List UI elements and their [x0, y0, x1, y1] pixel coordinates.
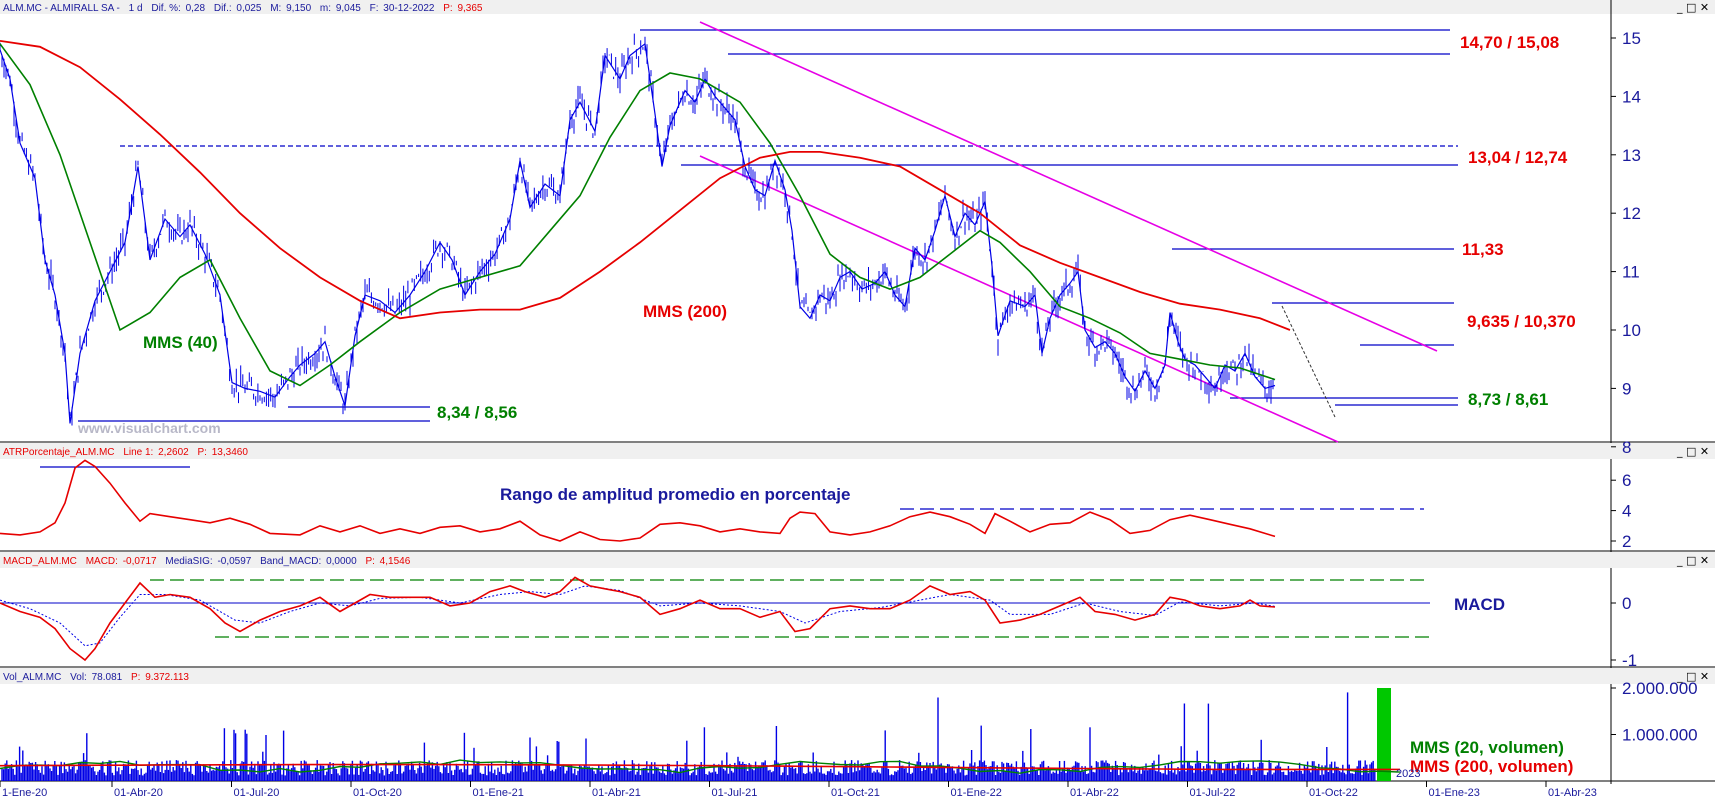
price-header: ALM.MC - ALMIRALL SA - 1 d Dif. %: 0,28 …	[3, 3, 483, 14]
x-tick-label: 01-Jul-22	[1190, 787, 1236, 799]
minor-trend-line	[1281, 305, 1336, 418]
x-tick-label: 01-Ene-21	[473, 787, 524, 799]
price-level-lines	[78, 29, 1458, 422]
atr-y-tick-label: 6	[1622, 471, 1631, 490]
macd-title: MACD	[1454, 595, 1505, 614]
volume-y-tick-label: 1.000.000	[1622, 726, 1698, 745]
mms40-line	[0, 43, 1276, 387]
x-axis: 1-Ene-20 01-Abr-20 01-Jul-20 01-Oct-20 01-En…	[0, 781, 1597, 799]
price-y-tick-label: 15	[1622, 29, 1641, 48]
channel-upper	[699, 21, 1438, 352]
price-bars	[0, 33, 1274, 426]
atr-y-tick-label: 2	[1622, 532, 1631, 551]
x-tick-label: 01-Abr-23	[1548, 787, 1597, 799]
label-mms40: MMS (40)	[143, 333, 218, 352]
volume-mms200-line	[0, 763, 1400, 771]
macd-y-axis: -1 0	[1611, 594, 1637, 670]
volume-moving-averages	[0, 759, 1401, 774]
annotation-s1: 8,73 / 8,61	[1468, 390, 1548, 409]
macd-window-buttons[interactable]: _ □ ✕	[1676, 554, 1709, 567]
volume-y-tick-label: 2.000.000	[1622, 679, 1698, 698]
x-tick-label: 01-Abr-22	[1070, 787, 1119, 799]
atr-title: Rango de amplitud promedio en porcentaje	[500, 485, 850, 504]
annotation-r2: 13,04 / 12,74	[1468, 148, 1568, 167]
price-series	[0, 33, 1291, 426]
x-tick-label: 01-Abr-21	[592, 787, 641, 799]
annotation-r3: 11,33	[1462, 240, 1504, 259]
svg-text:_ □ ✕: _ □ ✕	[1676, 554, 1709, 567]
x-tick-label: 01-Jul-21	[712, 787, 758, 799]
atr-series	[0, 459, 1276, 542]
macd-y-tick-label: -1	[1622, 651, 1637, 670]
x-tick-label: 01-Oct-20	[353, 787, 402, 799]
svg-text:_ □ ✕: _ □ ✕	[1676, 670, 1709, 683]
atr-level-lines	[40, 466, 1424, 510]
legend-vol-20: MMS (20, volumen)	[1410, 738, 1564, 757]
svg-text:_ □ ✕: _ □ ✕	[1676, 445, 1709, 458]
annotation-r4: 9,635 / 10,370	[1467, 312, 1576, 331]
price-y-tick-label: 14	[1622, 87, 1641, 106]
watermark: www.visualchart.com	[77, 420, 221, 436]
volume-y-axis: 1.000.000 2.000.000	[1611, 679, 1698, 745]
volume-header: Vol_ALM.MC Vol: 78.081 P: 9.372.113	[3, 672, 189, 683]
header-symbol: ALM.MC - ALMIRALL SA -	[3, 3, 120, 14]
price-y-tick-label: 11	[1622, 263, 1640, 282]
mms200-line	[0, 40, 1291, 331]
volume-window-buttons[interactable]: _ □ ✕	[1676, 670, 1709, 683]
macd-signal-line	[0, 585, 1276, 647]
x-tick-label: 01-Ene-23	[1429, 787, 1480, 799]
price-y-tick-label: 12	[1622, 204, 1641, 223]
annotation-s2: 8,34 / 8,56	[437, 403, 517, 422]
x-tick-label: 01-Jul-20	[234, 787, 280, 799]
volume-bars	[1, 692, 1376, 781]
macd-header: MACD_ALM.MC MACD: -0,0717 MediaSIG: -0,0…	[3, 556, 411, 567]
year-marker: 2023	[1396, 768, 1420, 780]
price-y-tick-label: 8	[1622, 438, 1631, 457]
price-y-axis: 8 9 10 11 12 13 14 15	[1611, 29, 1641, 457]
atr-y-axis: 2 4 6	[1611, 471, 1631, 551]
price-y-tick-label: 9	[1622, 379, 1631, 398]
macd-line	[0, 576, 1276, 662]
svg-text:_ □ ✕: _ □ ✕	[1676, 1, 1709, 14]
x-tick-label: 01-Ene-22	[951, 787, 1002, 799]
macd-y-tick-label: 0	[1622, 594, 1631, 613]
label-mms200: MMS (200)	[643, 302, 727, 321]
atr-window-buttons[interactable]: _ □ ✕	[1676, 445, 1709, 458]
macd-series	[0, 576, 1276, 662]
price-y-tick-label: 10	[1622, 321, 1641, 340]
x-tick-label: 01-Oct-22	[1309, 787, 1358, 799]
x-tick-label: 01-Oct-21	[831, 787, 880, 799]
x-tick-label: 01-Abr-20	[114, 787, 163, 799]
atr-y-tick-label: 4	[1622, 502, 1631, 521]
x-tick-label: 1-Ene-20	[2, 787, 47, 799]
atr-header: ATRPorcentaje_ALM.MC Line 1: 2,2602 P: 1…	[3, 447, 248, 458]
volume-mms20-line	[0, 759, 1401, 774]
price-window-buttons[interactable]: _ □ ✕	[1676, 1, 1709, 14]
atr-line	[0, 459, 1276, 542]
price-line	[0, 42, 1276, 424]
price-y-tick-label: 13	[1622, 146, 1641, 165]
volume-highlight-bar	[1377, 688, 1391, 781]
annotation-r1: 14,70 / 15,08	[1460, 33, 1559, 52]
legend-vol-200: MMS (200, volumen)	[1410, 757, 1573, 776]
